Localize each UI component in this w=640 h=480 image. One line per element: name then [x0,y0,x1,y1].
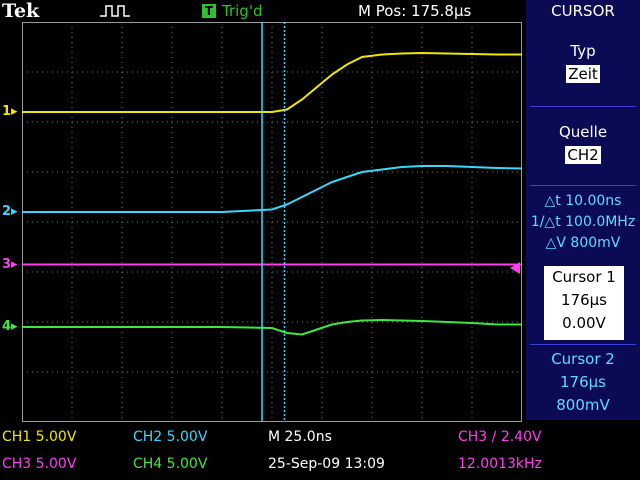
ch1-marker[interactable]: 1▸ [2,104,18,119]
horizontal-position: M Pos: 175.8µs [358,2,472,20]
ch2-scale: CH2 5.00V [133,429,208,445]
source-label: Quelle [558,123,608,141]
delta-t-readout: △t 10.00ns [544,193,622,209]
source-option[interactable]: CH2 [526,146,640,164]
trigger-setting: CH3 ∕ 2.40V [458,429,542,445]
ch3-scale: CH3 5.00V [2,456,77,472]
menu-divider [530,185,636,186]
trigger-frequency: 12.0013kHz [458,456,542,472]
tek-logo: Tek [2,0,40,22]
source-value[interactable]: CH2 [565,146,601,164]
ch2-trace [22,165,522,213]
trigger-state: Trig'd [222,2,263,20]
delta-v-readout: △V 800mV [545,235,621,251]
cursor2-volt: 800mV [556,396,610,414]
trigger-status-icon: T [202,4,216,18]
menu-divider [530,344,636,345]
cursor1-time: 176µs [561,291,607,309]
timebase: M 25.0ns [268,429,332,445]
cursor1-button[interactable]: Cursor 1 176µs 0.00V [544,266,624,340]
cursor1-volt: 0.00V [562,314,606,332]
menu-title: CURSOR [526,0,640,22]
ch1-scale: CH1 5.00V [2,429,77,445]
cursor2-label[interactable]: Cursor 2 [551,350,615,368]
ch4-trace [22,318,522,336]
date-time: 25-Sep-09 13:09 [268,456,385,472]
type-option[interactable]: Zeit [526,65,640,83]
ch3-marker[interactable]: 3▸ [2,256,18,272]
ch1-trace [22,51,522,113]
menu-divider [530,106,636,107]
ch4-marker[interactable]: 4▸ [2,319,18,334]
cursor-menu: Typ Zeit Quelle CH2 △t 10.00ns 1/△t 100.… [526,22,640,420]
cursor2-time: 176µs [560,373,606,391]
ch4-scale: CH4 5.00V [133,456,208,472]
ch2-marker[interactable]: 2▸ [2,204,18,219]
cursor1-label: Cursor 1 [552,268,616,286]
type-label: Typ [570,42,596,60]
waveform-display [22,22,522,422]
type-value[interactable]: Zeit [566,65,600,83]
trigger-level-marker [510,259,520,274]
trigger-edge-icon [100,3,130,23]
inverse-delta-t-readout: 1/△t 100.0MHz [530,214,636,230]
